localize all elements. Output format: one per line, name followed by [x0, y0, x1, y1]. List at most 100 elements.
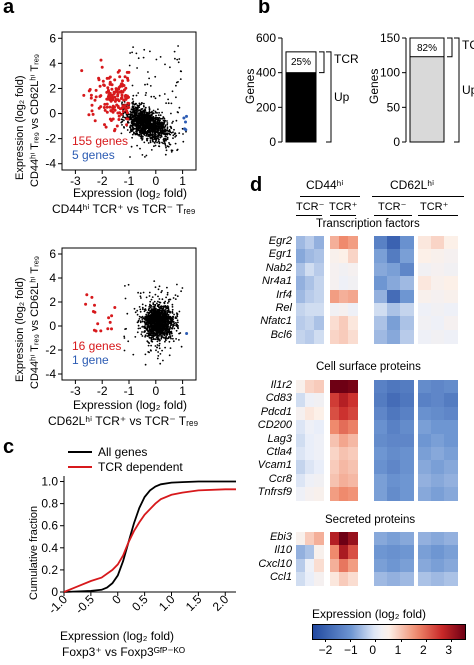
heatmap-cell: [296, 487, 306, 502]
heatmap-cell: [418, 289, 432, 304]
colorbar-tick: [400, 639, 402, 642]
heatmap-cell: [330, 420, 340, 435]
heatmap-cell: [330, 487, 340, 502]
heatmap-section-title: Secreted proteins: [325, 514, 416, 526]
heatmap-cell: [387, 473, 401, 488]
heatmap-cell: [387, 249, 401, 264]
heatmap-gene-label: Vcam1: [257, 459, 292, 472]
heatmap-gene-label: Nfatc1: [260, 315, 292, 328]
heatmap-cell: [400, 572, 414, 587]
a-top-red-count: 155 genes: [72, 134, 129, 148]
heatmap-cell: [330, 460, 340, 475]
heatmap-cell: [339, 558, 349, 573]
heatmap-cell: [387, 329, 401, 344]
heatmap-cell: [314, 545, 324, 560]
heatmap-gene-label: Egr2: [268, 235, 292, 247]
d-sub-line-4: [418, 215, 458, 216]
heatmap-cell: [444, 532, 458, 546]
heatmap-cell: [305, 393, 315, 408]
heatmap-cell: [314, 532, 324, 546]
heatmap-cell: [444, 393, 458, 408]
heatmap-cell: [374, 558, 388, 573]
heatmap-cell: [400, 406, 414, 421]
colorbar-tick-label: 1: [394, 643, 402, 657]
heatmap-cell: [444, 316, 458, 331]
heatmap-cell: [374, 236, 388, 250]
heatmap-cell: [330, 236, 340, 250]
panel-letter-d: d: [250, 174, 263, 196]
heatmap-cell: [400, 329, 414, 344]
d-sub-line-2: [330, 215, 356, 216]
heatmap-cell: [348, 420, 358, 435]
heatmap-cell: [387, 303, 401, 317]
heatmap-gene-label: Il10: [274, 544, 292, 557]
heatmap-cell: [296, 433, 306, 448]
heatmap-cell: [431, 420, 445, 435]
heatmap-cell: [431, 532, 445, 546]
heatmap-cell: [431, 406, 445, 421]
heatmap-cell: [431, 572, 445, 587]
heatmap-cell: [387, 545, 401, 560]
heatmap-cell: [418, 276, 432, 291]
heatmap-cell: [348, 289, 358, 304]
heatmap-cell: [348, 303, 358, 317]
heatmap-cell: [387, 289, 401, 304]
heatmap-cell: [305, 303, 315, 317]
colorbar-tick-label: 2: [420, 643, 427, 657]
heatmap-cell: [296, 262, 306, 277]
heatmap-cell: [431, 316, 445, 331]
heatmap-cell: [348, 316, 358, 331]
heatmap-cell: [374, 420, 388, 435]
heatmap-cell: [339, 262, 349, 277]
heatmap-cell: [418, 316, 432, 331]
a-bottom-xlabel-2: CD62Lʰⁱ TCR⁺ vs TCR⁻ Tᵣₑ₉: [48, 414, 199, 428]
heatmap-cell: [348, 487, 358, 502]
heatmap-cell: [348, 249, 358, 264]
heatmap-cell: [387, 420, 401, 435]
heatmap-cell: [444, 487, 458, 502]
heatmap-cell: [339, 316, 349, 331]
heatmap-cell: [431, 276, 445, 291]
panel-letter-b: b: [258, 0, 271, 18]
heatmap-cell: [387, 262, 401, 277]
heatmap-cell: [305, 460, 315, 475]
a-bottom-blue-count: 1 gene: [72, 353, 109, 367]
panel-letter-c: c: [3, 436, 15, 458]
heatmap-cell: [374, 329, 388, 344]
heatmap-cell: [374, 545, 388, 560]
heatmap-cell: [339, 447, 349, 461]
colorbar-tick-label: −1: [344, 643, 358, 657]
heatmap-cell: [374, 289, 388, 304]
heatmap-section-title: Transcription factors: [316, 218, 420, 230]
heatmap-cell: [374, 249, 388, 264]
heatmap-gene-label: Il1r2: [270, 379, 292, 391]
heatmap-cell: [444, 406, 458, 421]
heatmap-cell: [305, 406, 315, 421]
d-group-label-cd44: CD44ʰⁱ: [306, 178, 344, 192]
heatmap-cell: [431, 303, 445, 317]
heatmap-cell: [305, 316, 315, 331]
heatmap-cell: [305, 262, 315, 277]
heatmap-gene-label: Lag3: [267, 432, 292, 445]
heatmap-cell: [387, 236, 401, 250]
heatmap-cell: [374, 262, 388, 277]
panel-letter-a: a: [3, 0, 15, 18]
heatmap-cell: [314, 406, 324, 421]
colorbar-tick-label: 0: [369, 643, 377, 657]
heatmap-cell: [387, 276, 401, 291]
heatmap-gene-label: Tnfrsf9: [257, 486, 292, 499]
heatmap-cell: [400, 558, 414, 573]
heatmap-cell: [296, 420, 306, 435]
heatmap-cell: [305, 572, 315, 587]
heatmap-cell: [348, 572, 358, 587]
heatmap-cell: [305, 420, 315, 435]
heatmap-cell: [348, 433, 358, 448]
heatmap-cell: [418, 532, 432, 546]
heatmap-cell: [348, 447, 358, 461]
heatmap-cell: [339, 329, 349, 344]
heatmap-cell: [348, 380, 358, 394]
heatmap-cell: [444, 545, 458, 560]
heatmap-cell: [314, 316, 324, 331]
heatmap-cell: [330, 303, 340, 317]
d-sub-line-1: [296, 215, 322, 216]
